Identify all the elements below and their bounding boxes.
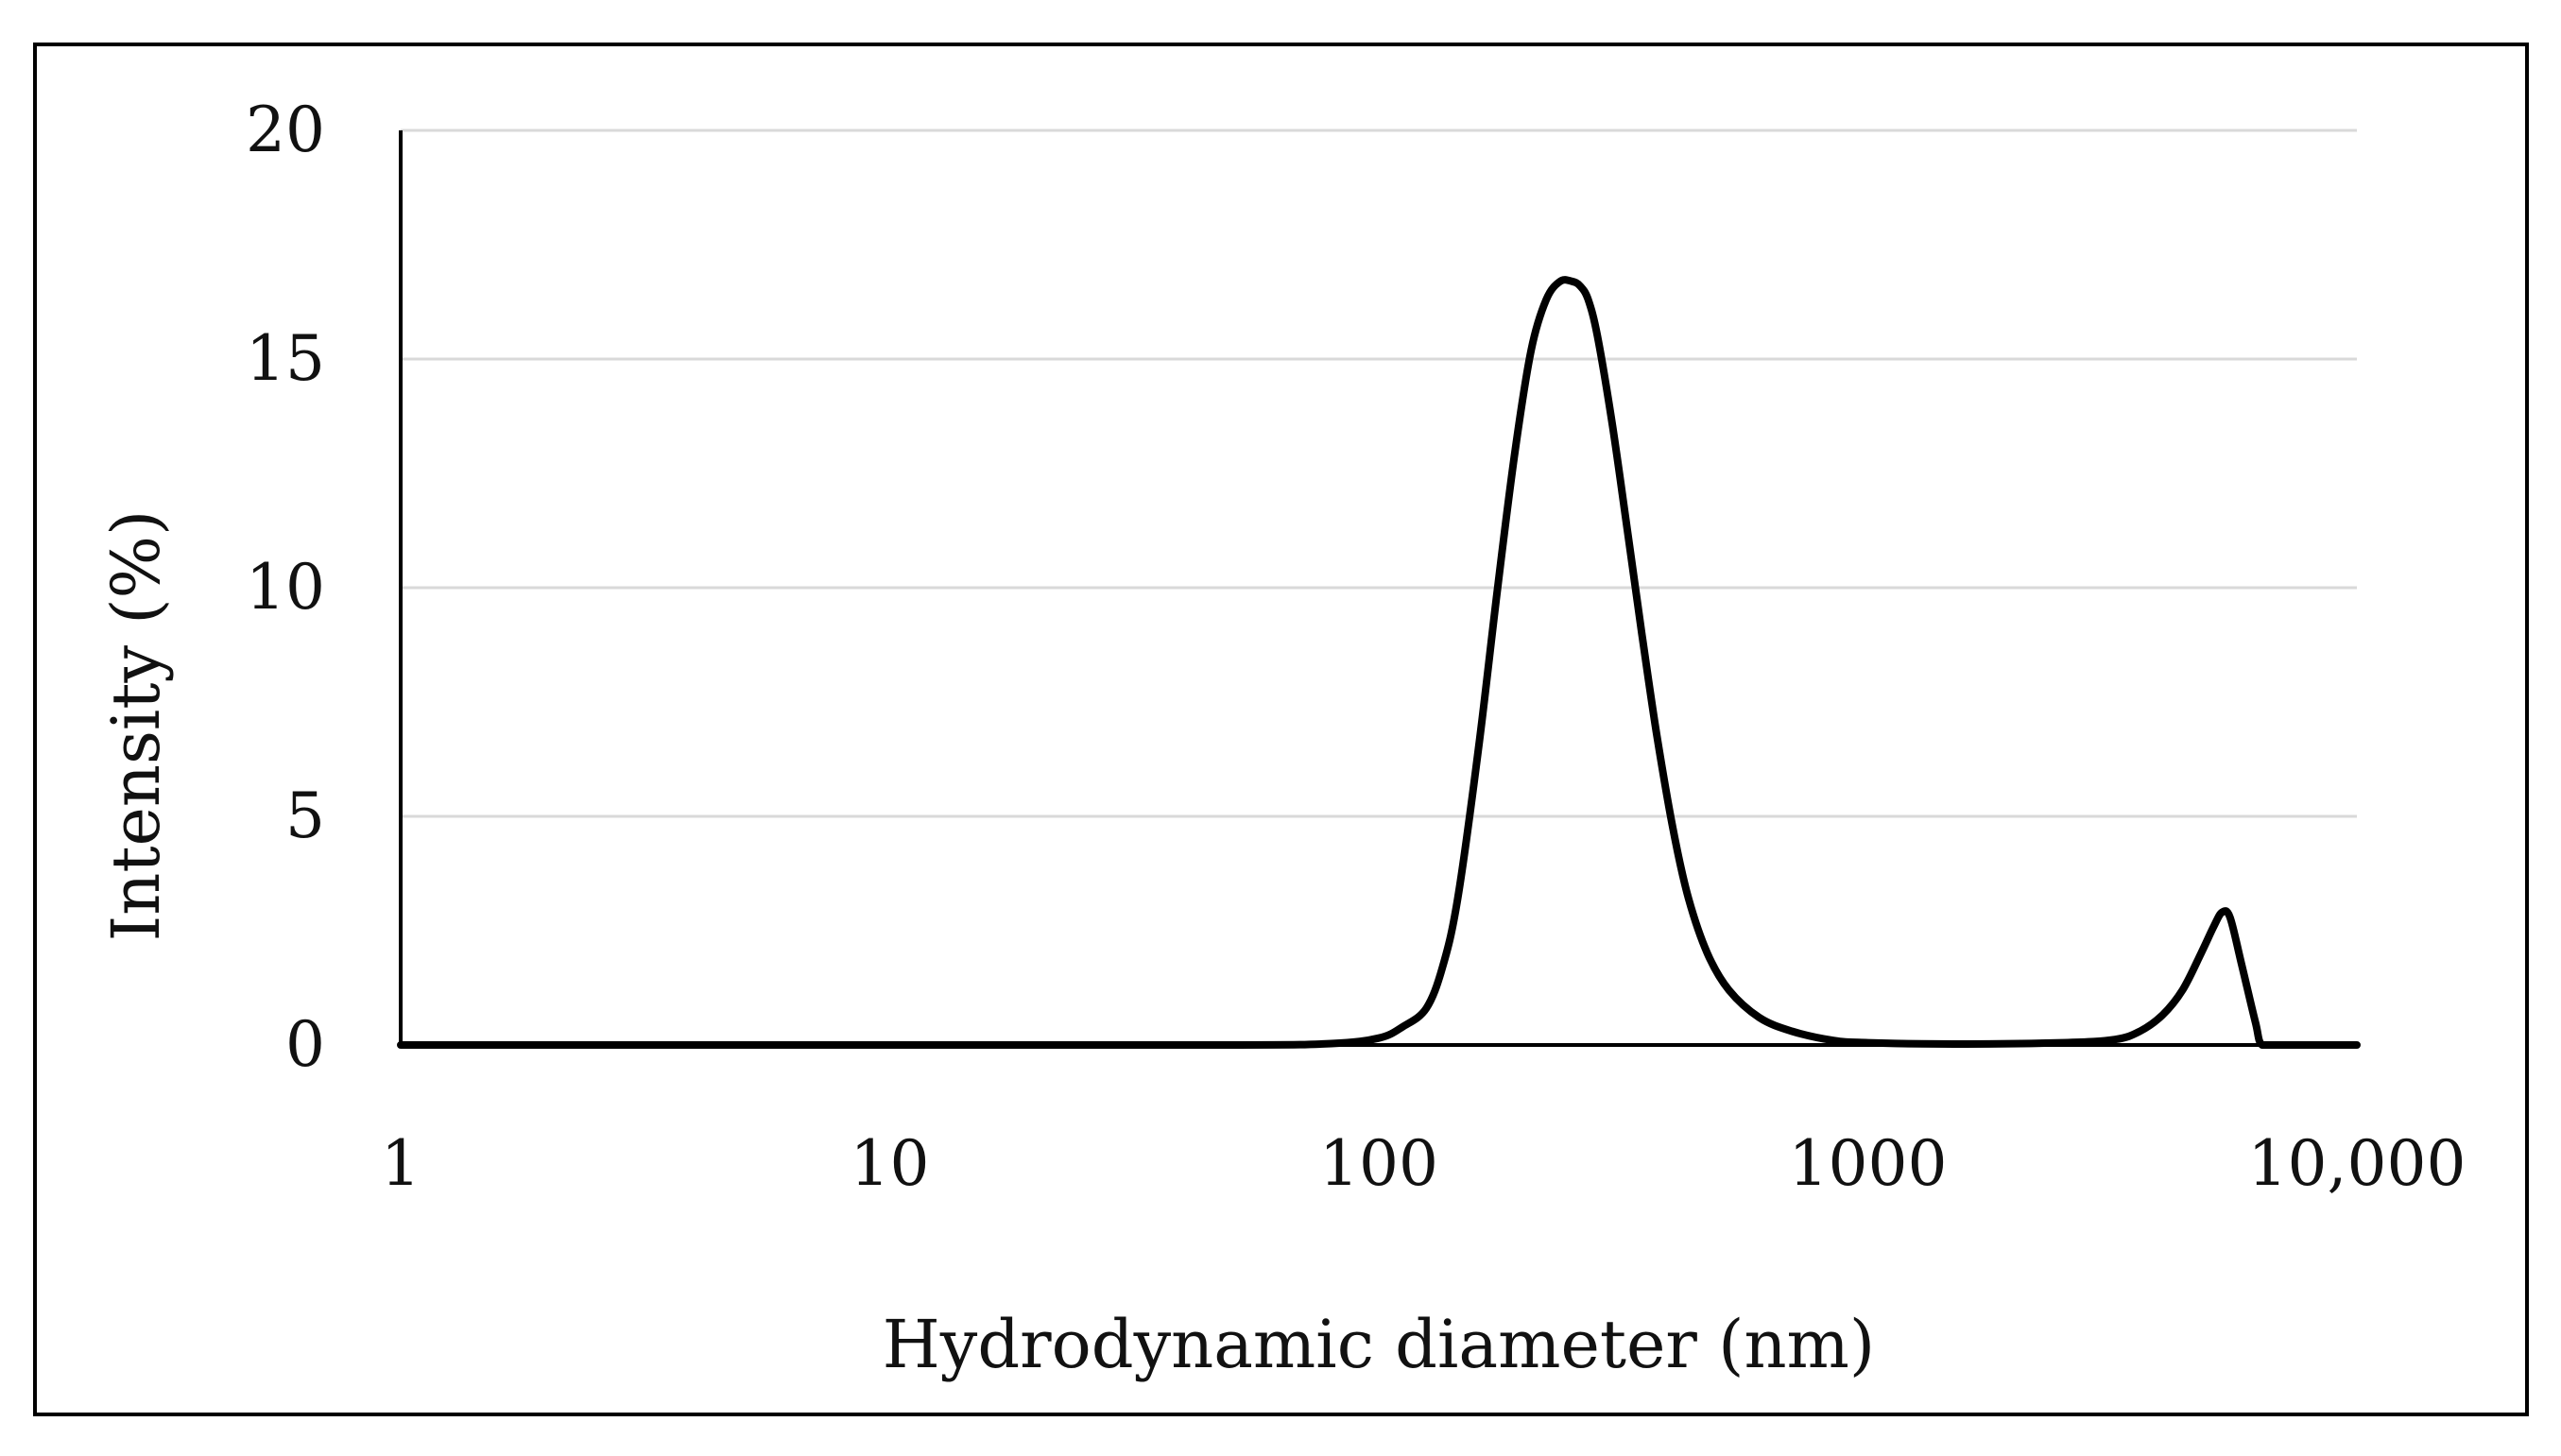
- x-axis-title: Hydrodynamic diameter (nm): [883, 1306, 1875, 1383]
- y-tick-label-0: 0: [285, 1008, 325, 1081]
- y-tick-labels: 0 5 10 15 20: [246, 94, 325, 1081]
- series-line-intensity: [397, 276, 2361, 1050]
- y-tick-label-1: 5: [285, 779, 325, 852]
- y-tick-label-2: 10: [246, 551, 325, 624]
- chart-frame: [33, 43, 2529, 1416]
- x-tick-label-2: 100: [1319, 1127, 1438, 1200]
- x-tick-label-0: 1: [381, 1127, 421, 1200]
- x-tick-label-3: 1000: [1789, 1127, 1948, 1200]
- y-axis-title: Intensity (%): [97, 510, 175, 942]
- grid-lines: [401, 128, 2357, 818]
- y-tick-label-4: 20: [246, 94, 325, 166]
- x-tick-labels: 1 10 100 1000 10,000: [381, 1127, 2466, 1200]
- y-tick-label-3: 15: [246, 322, 325, 395]
- x-tick-label-1: 10: [851, 1127, 930, 1200]
- x-tick-label-4: 10,000: [2248, 1127, 2466, 1200]
